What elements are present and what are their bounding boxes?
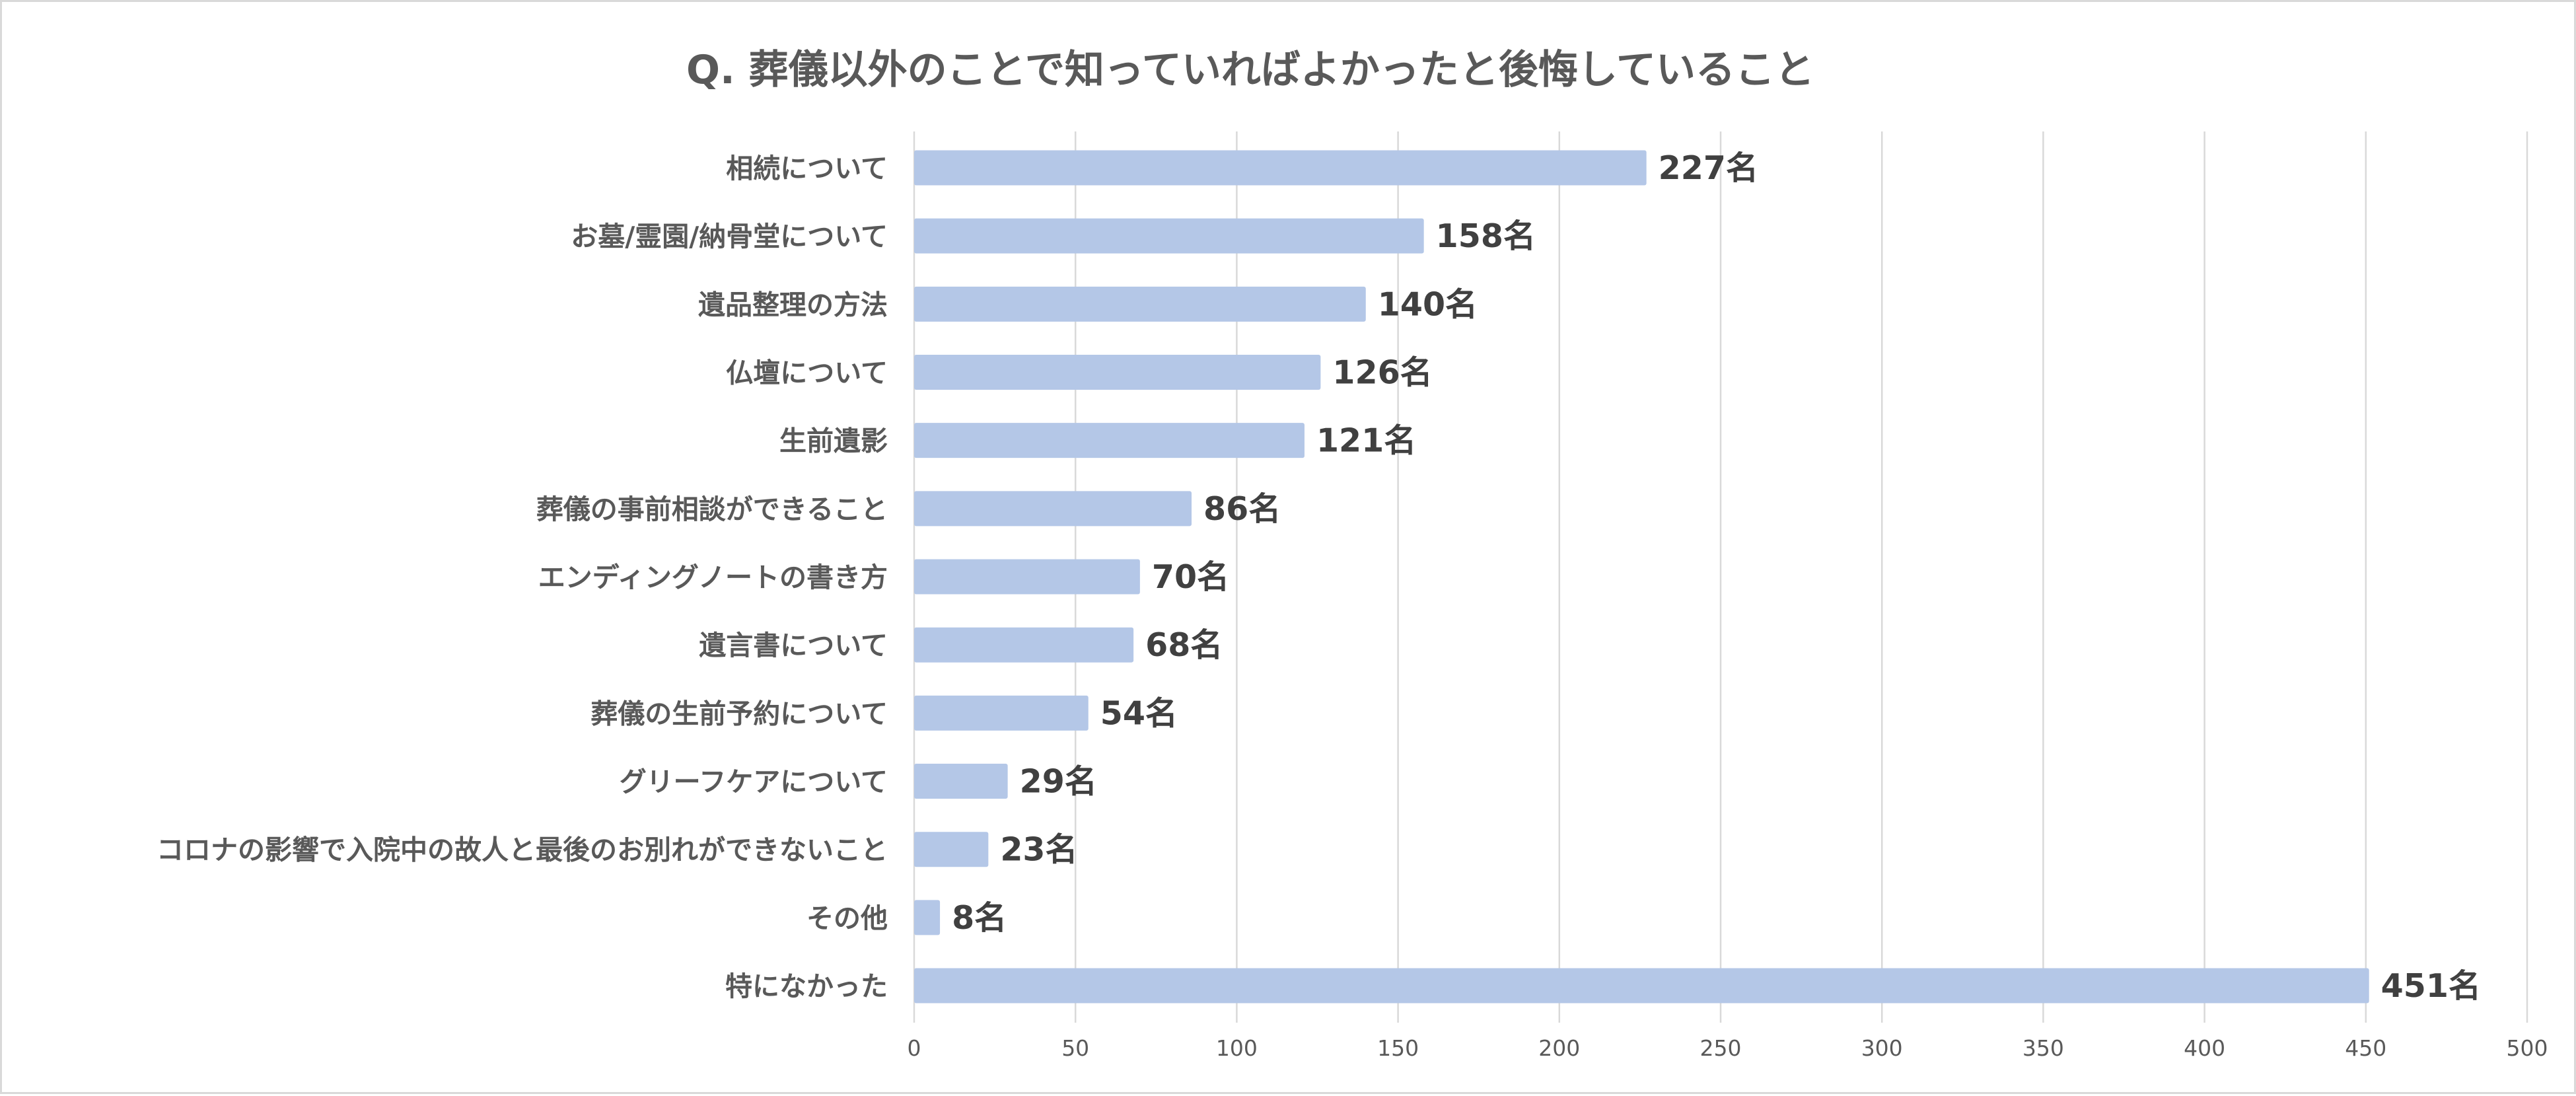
x-tick-label: 500	[2507, 1035, 2548, 1061]
x-tick-label: 400	[2184, 1035, 2225, 1061]
category-label: その他	[806, 902, 888, 934]
x-tick-label: 0	[908, 1035, 921, 1061]
category-label: 葬儀の生前予約について	[590, 698, 888, 729]
category-label: 葬儀の事前相談ができること	[536, 493, 888, 525]
data-label: 8名	[952, 899, 1007, 937]
x-tick-label: 200	[1538, 1035, 1580, 1061]
bar	[914, 150, 1647, 186]
bar	[914, 559, 1140, 595]
chart-title: Q. 葬儀以外のことで知っていればよかったと後悔していること	[686, 47, 1814, 93]
bar	[914, 627, 1134, 663]
data-label: 70名	[1152, 558, 1229, 596]
category-label: お墓/霊園/納骨堂について	[571, 221, 888, 252]
data-label: 451名	[2381, 967, 2481, 1005]
bar	[914, 218, 1424, 254]
x-tick-label: 250	[1700, 1035, 1742, 1061]
bar	[914, 491, 1192, 527]
bar	[914, 832, 989, 867]
category-labels: 相続についてお墓/霊園/納骨堂について遺品整理の方法仏壇について生前遺影葬儀の事…	[157, 153, 888, 1002]
data-label: 227名	[1659, 149, 1758, 187]
data-label: 158名	[1436, 217, 1536, 255]
data-label: 126名	[1332, 354, 1432, 392]
data-label: 54名	[1100, 694, 1178, 732]
category-label: 特になかった	[725, 970, 888, 1002]
x-tick-label: 150	[1377, 1035, 1419, 1061]
x-tick-label: 450	[2345, 1035, 2386, 1061]
data-label: 121名	[1316, 422, 1416, 460]
category-label: コロナの影響で入院中の故人と最後のお別れができないこと	[157, 834, 888, 866]
x-tick-label: 350	[2022, 1035, 2064, 1061]
bar	[914, 764, 1008, 799]
x-tick-label: 300	[1861, 1035, 1903, 1061]
x-tick-label: 100	[1216, 1035, 1258, 1061]
bar	[914, 286, 1366, 322]
x-tick-label: 50	[1061, 1035, 1089, 1061]
bar	[914, 355, 1321, 390]
category-label: エンディングノートの書き方	[538, 562, 888, 593]
bar	[914, 695, 1089, 731]
category-label: 仏壇について	[726, 357, 888, 389]
bars	[914, 150, 2369, 1004]
category-label: 遺言書について	[699, 630, 888, 661]
data-label: 140名	[1378, 285, 1478, 323]
x-axis-ticks: 0 50 100 150 200 250 300 350 400 450 500	[908, 1035, 2548, 1061]
data-label: 29名	[1020, 763, 1097, 801]
bar	[914, 900, 941, 935]
gridlines	[913, 131, 2528, 1023]
data-label: 23名	[1000, 831, 1077, 869]
bar	[914, 968, 2369, 1004]
category-label: 相続について	[726, 153, 888, 184]
data-label: 86名	[1203, 490, 1281, 528]
data-label: 68名	[1145, 626, 1223, 664]
category-label: 遺品整理の方法	[698, 289, 888, 320]
category-label: 生前遺影	[779, 425, 888, 457]
category-label: グリーフケアについて	[620, 766, 888, 798]
bar	[914, 423, 1305, 458]
